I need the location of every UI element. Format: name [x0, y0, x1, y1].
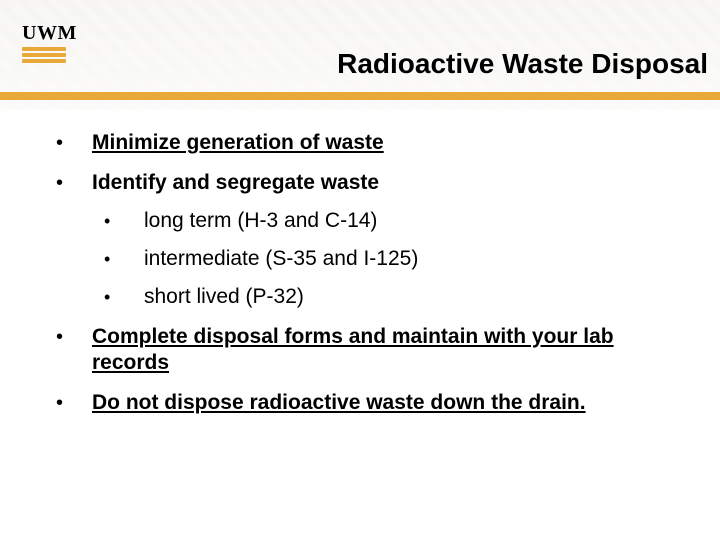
- sub-bullet-text: short lived (P-32): [144, 285, 304, 308]
- logo-bars-icon: [22, 47, 66, 63]
- bullet-text: Identify and segregate waste: [92, 171, 379, 194]
- bullet-text: Minimize generation of waste: [92, 131, 384, 154]
- sub-bullet-text: long term (H-3 and C-14): [144, 209, 377, 232]
- sub-bullet-text: intermediate (S-35 and I-125): [144, 247, 418, 270]
- list-item: Complete disposal forms and maintain wit…: [48, 324, 684, 376]
- bullet-text: Complete disposal forms and maintain wit…: [92, 325, 614, 374]
- list-item: intermediate (S-35 and I-125): [92, 246, 684, 272]
- list-item: Do not dispose radioactive waste down th…: [48, 390, 684, 416]
- sub-bullet-list: long term (H-3 and C-14) intermediate (S…: [92, 208, 684, 310]
- list-item: Minimize generation of waste: [48, 130, 684, 156]
- uwm-logo: UWM: [22, 22, 77, 65]
- content-area: Minimize generation of waste Identify an…: [48, 130, 684, 430]
- list-item: long term (H-3 and C-14): [92, 208, 684, 234]
- bullet-text: Do not dispose radioactive waste down th…: [92, 391, 586, 414]
- list-item: short lived (P-32): [92, 284, 684, 310]
- title-rule: [0, 92, 720, 100]
- list-item: Identify and segregate waste long term (…: [48, 170, 684, 310]
- page-title: Radioactive Waste Disposal: [0, 48, 720, 80]
- bullet-list: Minimize generation of waste Identify an…: [48, 130, 684, 416]
- logo-text: UWM: [22, 22, 77, 45]
